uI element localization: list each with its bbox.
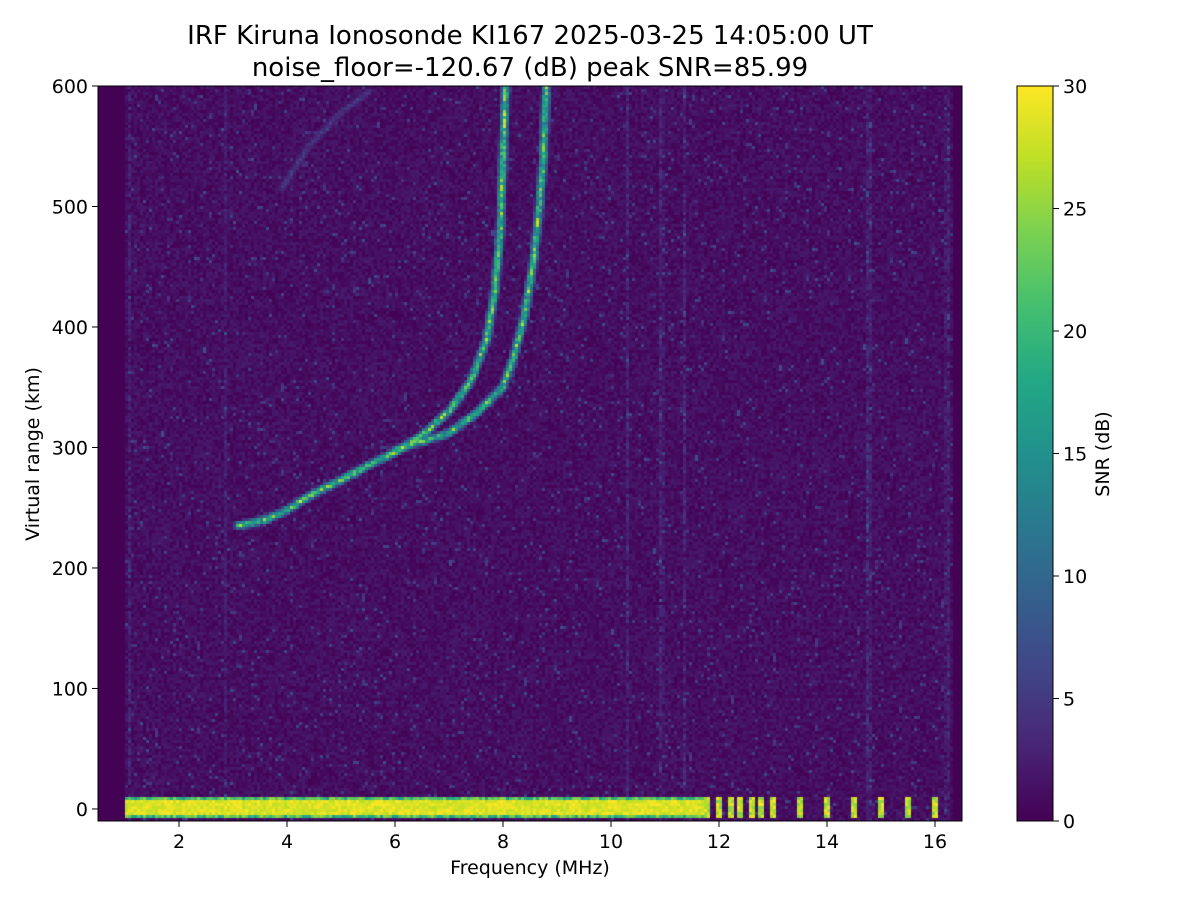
colorbar-tick-label: 30 <box>1063 76 1087 98</box>
x-axis-label: Frequency (MHz) <box>450 857 610 879</box>
x-tick-label: 8 <box>497 831 509 853</box>
x-tick-label: 6 <box>389 831 401 853</box>
y-axis-label: Virtual range (km) <box>22 367 44 541</box>
colorbar-label: SNR (dB) <box>1092 411 1114 496</box>
x-tick-label: 4 <box>281 831 293 853</box>
plot-frame <box>97 85 963 822</box>
x-tick-label: 10 <box>599 831 623 853</box>
colorbar <box>1016 85 1054 822</box>
x-tick-label: 2 <box>173 831 185 853</box>
y-tick-label: 500 <box>52 196 88 218</box>
x-axis: 2 4 6 8 10 12 14 16 <box>173 821 947 853</box>
x-tick-label: 12 <box>707 831 731 853</box>
snr-heatmap <box>98 86 962 821</box>
x-tick-label: 14 <box>815 831 839 853</box>
y-tick-label: 0 <box>76 799 88 821</box>
colorbar-axis: 0 5 10 15 20 25 30 <box>1053 76 1087 833</box>
y-tick-label: 400 <box>52 317 88 339</box>
colorbar-tick-label: 10 <box>1063 566 1087 588</box>
colorbar-tick-label: 5 <box>1063 689 1075 711</box>
colorbar-tick-label: 15 <box>1063 444 1087 466</box>
colorbar-tick-label: 25 <box>1063 199 1087 221</box>
chart-subtitle: noise_floor=-120.67 (dB) peak SNR=85.99 <box>252 53 808 83</box>
x-tick-label: 16 <box>923 831 947 853</box>
y-axis: 0 100 200 300 400 500 600 <box>52 76 98 821</box>
heatmap-area <box>98 86 962 821</box>
chart-title: IRF Kiruna Ionosonde KI167 2025-03-25 14… <box>187 21 873 51</box>
colorbar-tick-label: 20 <box>1063 321 1087 343</box>
y-tick-label: 600 <box>52 76 88 98</box>
colorbar-tick-label: 0 <box>1063 811 1075 833</box>
y-tick-label: 300 <box>52 437 88 459</box>
y-tick-label: 100 <box>52 678 88 700</box>
y-tick-label: 200 <box>52 558 88 580</box>
